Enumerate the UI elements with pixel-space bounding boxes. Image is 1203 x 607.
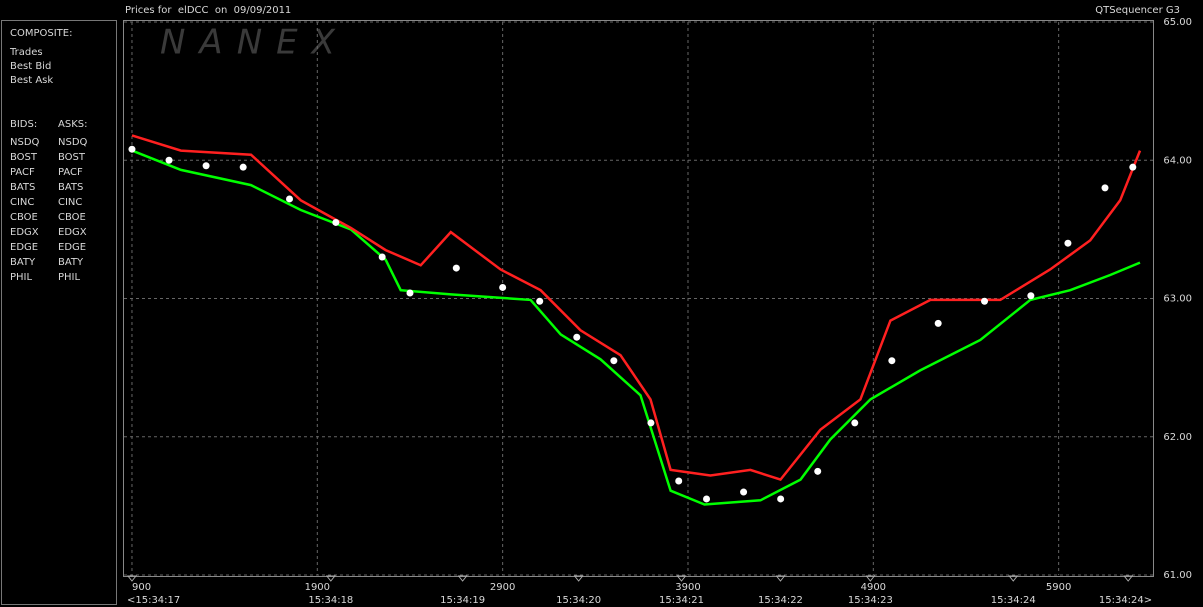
trade-point (981, 297, 989, 305)
legend-entry: Trades (9, 47, 43, 58)
trade-point (165, 156, 173, 164)
trade-point (452, 264, 460, 272)
watermark: NANEX (160, 23, 349, 63)
legend-bid: BOST (10, 152, 38, 163)
trade-point (378, 253, 386, 261)
legend-entry: Best Bid (10, 61, 51, 72)
chart-title: Prices for elDCC on 09/09/2011 (125, 5, 291, 16)
legend-ask: BATS (58, 182, 83, 193)
trade-point (934, 319, 942, 327)
trade-point (286, 195, 294, 203)
legend-ask: EDGE (58, 242, 86, 253)
time-tick-label: 15:34:19 (440, 595, 485, 606)
time-tick (457, 575, 468, 582)
x-tick-label: 900 (132, 582, 151, 593)
time-tick (865, 575, 876, 582)
legend-ask: BOST (58, 152, 86, 163)
legend-bid: EDGX (10, 227, 39, 238)
trade-point (1101, 184, 1109, 192)
legend-heading: COMPOSITE: (10, 28, 72, 39)
legend-bid: BATY (10, 257, 36, 268)
x-tick-label: 5900 (1046, 582, 1071, 593)
legend-panel (1, 20, 117, 605)
x-tick-label: 1900 (305, 582, 330, 593)
trade-point (777, 495, 785, 503)
legend-ask: EDGX (58, 227, 87, 238)
legend-entry: Best Ask (10, 75, 53, 86)
time-tick-label: 15:34:20 (556, 595, 601, 606)
legend-ask: CINC (58, 197, 82, 208)
series-line (131, 134, 1142, 482)
time-tick (676, 575, 687, 582)
time-tick (775, 575, 786, 582)
trade-point (332, 218, 340, 226)
legend-bid: PHIL (10, 272, 32, 283)
time-tick-label: 15:34:24 (991, 595, 1036, 606)
brand: QTSequencer G3 (1095, 5, 1180, 16)
time-tick (1123, 575, 1134, 582)
legend-bid: BATS (10, 182, 35, 193)
time-tick-label: 15:34:21 (659, 595, 704, 606)
trade-point (814, 467, 822, 475)
x-tick-label: 2900 (490, 582, 515, 593)
legend-ask: NSDQ (58, 137, 88, 148)
trade-point (406, 289, 414, 297)
time-tick (1008, 575, 1019, 582)
trade-point (703, 495, 711, 503)
legend-bid: CBOE (10, 212, 38, 223)
y-tick-label: 63.00 (1163, 294, 1192, 305)
legend-bid: NSDQ (10, 137, 40, 148)
time-tick-label: 15:34:18 (308, 595, 353, 606)
trade-point (499, 283, 507, 291)
legend-ask: CBOE (58, 212, 86, 223)
legend-heading: BIDS: (10, 119, 37, 130)
trade-point (128, 145, 136, 153)
time-tick (325, 575, 336, 582)
trade-point (239, 163, 247, 171)
trade-point (536, 297, 544, 305)
trade-point (610, 357, 618, 365)
trade-point (1129, 163, 1137, 171)
trade-point (1027, 292, 1035, 300)
plot-frame (123, 20, 1154, 577)
trade-point (647, 419, 655, 427)
time-tick-label: 15:34:23 (848, 595, 893, 606)
x-tick-label: 3900 (675, 582, 700, 593)
time-tick (126, 575, 138, 582)
trade-point (740, 488, 748, 496)
time-tick-label: <15:34:17 (127, 595, 180, 606)
legend-ask: PHIL (58, 272, 80, 283)
trade-point (888, 357, 896, 365)
y-tick-label: 62.00 (1163, 432, 1192, 443)
trade-point (573, 333, 581, 341)
y-tick-label: 65.00 (1163, 17, 1192, 28)
time-tick-label: 15:34:22 (758, 595, 803, 606)
trade-point (1064, 239, 1072, 247)
x-tick-label: 4900 (861, 582, 886, 593)
y-tick-label: 61.00 (1163, 570, 1192, 581)
time-tick (573, 575, 584, 582)
series-line (131, 149, 1141, 506)
trade-point (851, 419, 859, 427)
time-tick-label: 15:34:24> (1099, 595, 1152, 606)
trade-point (202, 162, 210, 170)
legend-bid: PACF (10, 167, 35, 178)
legend-heading: ASKS: (58, 119, 87, 130)
legend-ask: BATY (58, 257, 84, 268)
legend-bid: CINC (10, 197, 34, 208)
legend-ask: PACF (58, 167, 83, 178)
legend-bid: EDGE (10, 242, 38, 253)
y-tick-label: 64.00 (1163, 155, 1192, 166)
trade-point (675, 477, 683, 485)
